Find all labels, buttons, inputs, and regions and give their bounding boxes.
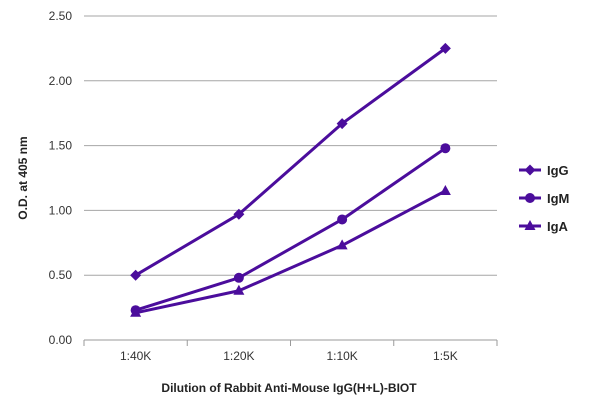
series-igg — [130, 42, 451, 281]
x-tick-label: 1:40K — [120, 349, 151, 363]
y-tick-label: 0.00 — [49, 333, 73, 347]
data-point-igg — [130, 269, 142, 281]
data-point-iga — [233, 284, 245, 295]
x-tick-label: 1:20K — [223, 349, 254, 363]
data-point-igg — [336, 118, 348, 130]
legend-label: IgG — [547, 163, 569, 178]
legend: IgG IgM IgA — [519, 163, 569, 234]
y-axis-ticks: 0.00 0.50 1.00 1.50 2.00 2.50 — [49, 9, 73, 347]
series-iga — [130, 184, 451, 317]
data-point-igg — [233, 208, 245, 220]
gridlines — [84, 15, 497, 276]
legend-item-igg: IgG — [519, 163, 569, 178]
y-tick-label: 2.00 — [49, 74, 73, 88]
legend-marker-igm — [525, 193, 535, 203]
x-axis-title: Dilution of Rabbit Anti-Mouse IgG(H+L)-B… — [161, 381, 417, 395]
x-tick-label: 1:5K — [433, 349, 458, 363]
y-tick-label: 1.00 — [49, 203, 73, 217]
series-line-igg — [134, 47, 447, 277]
series-line-igm — [135, 146, 447, 312]
legend-marker-iga — [524, 220, 536, 230]
data-point-iga — [439, 184, 451, 195]
legend-label: IgA — [547, 219, 569, 234]
data-point-igm — [440, 143, 451, 154]
data-point-igm — [233, 272, 244, 283]
data-point-iga — [336, 239, 348, 250]
y-axis-title: O.D. at 405 nm — [16, 136, 30, 219]
data-point-igg — [439, 42, 451, 54]
data-point-iga — [130, 306, 142, 317]
y-tick-label: 2.50 — [49, 9, 73, 23]
legend-label: IgM — [547, 191, 569, 206]
legend-marker-igg — [524, 164, 536, 176]
legend-item-iga: IgA — [519, 219, 569, 234]
series-group — [130, 42, 451, 317]
y-tick-label: 0.50 — [49, 268, 73, 282]
y-tick-label: 1.50 — [49, 139, 73, 153]
x-axis-ticks: 1:40K 1:20K 1:10K 1:5K — [83, 340, 498, 363]
data-point-igm — [337, 214, 348, 225]
x-tick-label: 1:10K — [326, 349, 357, 363]
series-line-iga — [135, 189, 447, 315]
legend-item-igm: IgM — [519, 191, 569, 206]
